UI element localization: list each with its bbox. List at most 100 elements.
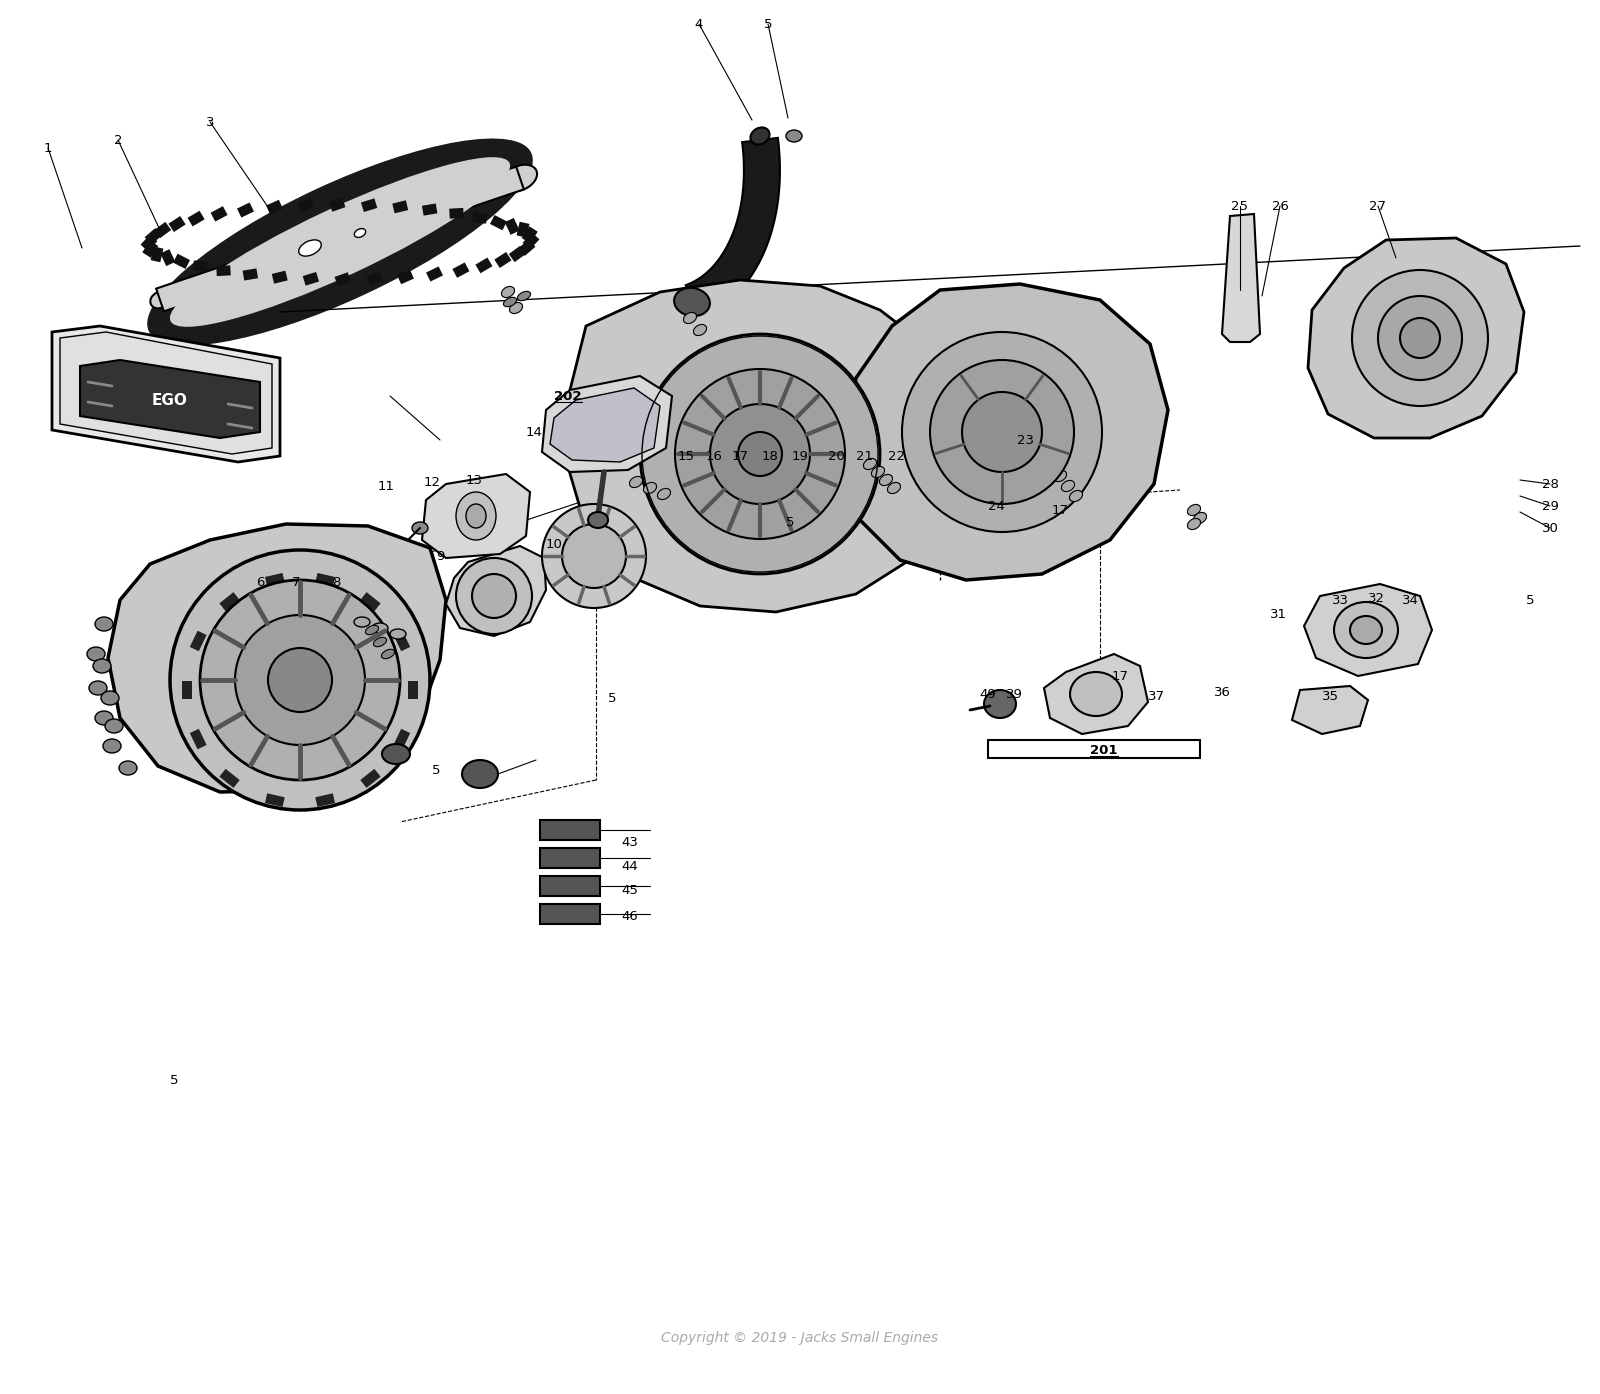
Polygon shape [315, 793, 334, 807]
Ellipse shape [170, 158, 510, 326]
Polygon shape [330, 198, 346, 212]
Text: 20: 20 [827, 449, 845, 463]
Text: 5: 5 [608, 691, 616, 704]
Text: Copyright © 2019 - Jacks Small Engines: Copyright © 2019 - Jacks Small Engines [661, 1331, 939, 1345]
Polygon shape [243, 269, 258, 280]
Text: 202: 202 [554, 389, 582, 403]
Ellipse shape [456, 492, 496, 539]
Polygon shape [192, 261, 208, 272]
Ellipse shape [509, 302, 523, 314]
Ellipse shape [864, 459, 877, 470]
Polygon shape [453, 262, 469, 277]
Ellipse shape [738, 432, 782, 475]
Text: 17: 17 [1051, 503, 1069, 517]
Ellipse shape [462, 760, 498, 788]
Ellipse shape [1187, 505, 1200, 516]
Ellipse shape [93, 659, 110, 673]
Ellipse shape [629, 477, 643, 488]
Polygon shape [394, 729, 410, 750]
Ellipse shape [354, 229, 366, 237]
Text: 4: 4 [694, 18, 702, 31]
Ellipse shape [542, 505, 646, 608]
Text: 9: 9 [435, 549, 445, 563]
Ellipse shape [235, 615, 365, 744]
Text: 39: 39 [1005, 687, 1022, 701]
Text: 16: 16 [706, 449, 723, 463]
Ellipse shape [354, 618, 370, 627]
Text: 18: 18 [762, 449, 779, 463]
Text: 24: 24 [987, 499, 1005, 513]
Ellipse shape [1070, 672, 1122, 717]
Text: 10: 10 [546, 538, 563, 551]
Ellipse shape [504, 297, 517, 307]
Text: 19: 19 [792, 449, 808, 463]
Text: 26: 26 [1272, 199, 1288, 212]
Ellipse shape [90, 682, 107, 696]
Polygon shape [190, 729, 206, 750]
Ellipse shape [1187, 519, 1200, 530]
Polygon shape [509, 245, 526, 262]
Polygon shape [334, 272, 350, 286]
Polygon shape [360, 592, 381, 611]
Polygon shape [211, 206, 227, 222]
Polygon shape [408, 682, 418, 698]
Polygon shape [298, 198, 314, 213]
Polygon shape [219, 769, 240, 788]
Text: 44: 44 [622, 860, 638, 873]
Polygon shape [53, 326, 280, 461]
Polygon shape [272, 270, 288, 284]
Text: 21: 21 [856, 449, 872, 463]
Polygon shape [61, 332, 272, 454]
Text: 17: 17 [731, 449, 749, 463]
Ellipse shape [658, 488, 670, 499]
Ellipse shape [1069, 491, 1083, 502]
Polygon shape [160, 250, 176, 266]
Polygon shape [422, 204, 437, 216]
Polygon shape [426, 266, 443, 282]
Text: 15: 15 [677, 449, 694, 463]
Polygon shape [173, 254, 190, 269]
Ellipse shape [872, 467, 885, 478]
Polygon shape [157, 167, 523, 311]
Polygon shape [397, 269, 414, 284]
Ellipse shape [1378, 296, 1462, 381]
Ellipse shape [170, 551, 430, 810]
Text: 33: 33 [1331, 594, 1349, 606]
Ellipse shape [147, 138, 533, 346]
Text: 11: 11 [378, 480, 395, 492]
Ellipse shape [94, 711, 114, 725]
Ellipse shape [456, 558, 533, 634]
Ellipse shape [517, 291, 531, 301]
Polygon shape [237, 202, 254, 217]
Ellipse shape [1350, 616, 1382, 644]
Text: 46: 46 [622, 909, 638, 923]
Text: 12: 12 [424, 475, 440, 488]
Ellipse shape [200, 580, 400, 781]
Polygon shape [1293, 686, 1368, 735]
Ellipse shape [930, 360, 1074, 505]
Polygon shape [566, 280, 960, 612]
Text: 32: 32 [1368, 591, 1384, 605]
Ellipse shape [373, 623, 389, 633]
Ellipse shape [1053, 470, 1067, 481]
Text: 22: 22 [888, 449, 904, 463]
Polygon shape [216, 265, 230, 276]
Ellipse shape [675, 369, 845, 539]
Text: 23: 23 [1018, 434, 1035, 446]
Polygon shape [362, 198, 378, 212]
Polygon shape [541, 875, 600, 896]
Polygon shape [450, 208, 464, 219]
Ellipse shape [562, 524, 626, 588]
Ellipse shape [118, 761, 138, 775]
Polygon shape [80, 360, 261, 438]
Polygon shape [150, 247, 163, 262]
Text: 5: 5 [1526, 594, 1534, 606]
Ellipse shape [501, 286, 515, 297]
Polygon shape [266, 793, 285, 807]
Ellipse shape [710, 404, 810, 505]
Ellipse shape [472, 574, 517, 618]
Ellipse shape [299, 240, 322, 256]
Text: 2: 2 [114, 134, 122, 146]
Polygon shape [168, 216, 186, 231]
Text: 14: 14 [525, 425, 542, 439]
